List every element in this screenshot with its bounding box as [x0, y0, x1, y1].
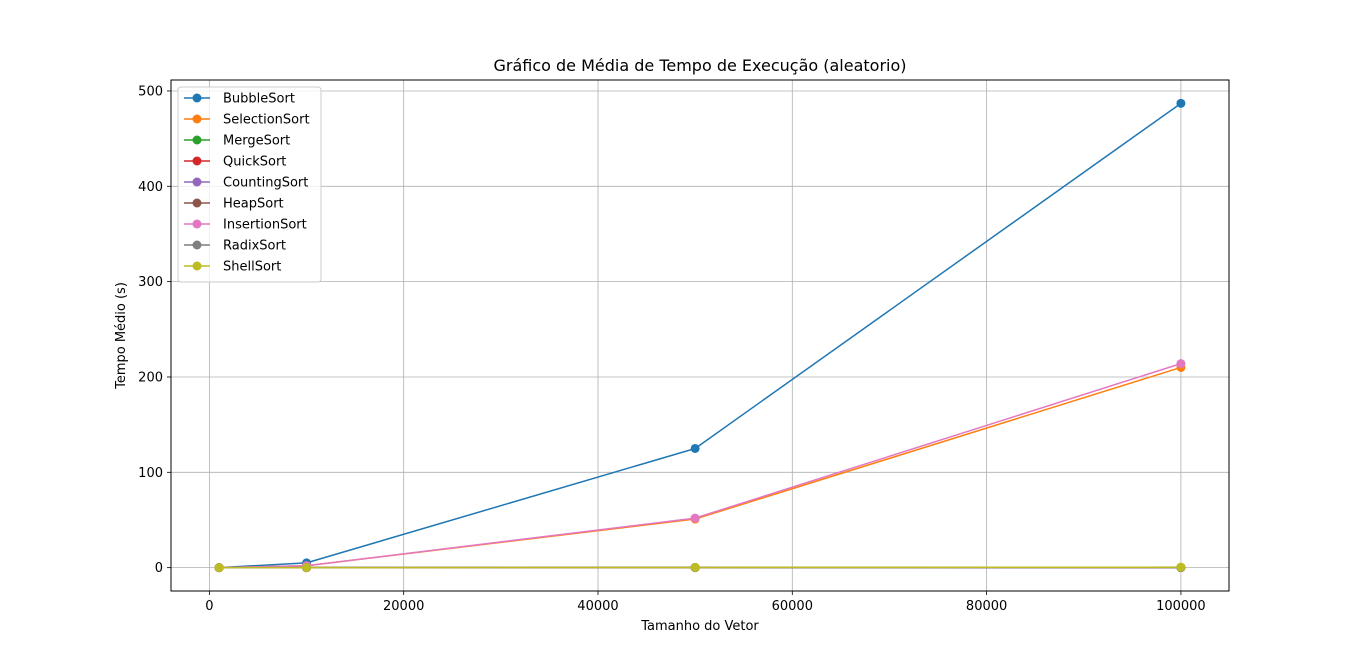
series-lines [214, 98, 1186, 573]
y-tick-label: 200 [138, 370, 163, 385]
legend-label: HeapSort [223, 197, 284, 212]
chart-title: Gráfico de Média de Tempo de Execução (a… [493, 56, 906, 75]
data-point [690, 513, 700, 523]
legend-item: HeapSort [184, 197, 284, 212]
x-tick-label: 20000 [383, 599, 424, 614]
series-line [219, 362, 1182, 569]
legend-marker [192, 156, 202, 166]
legend-item: InsertionSort [184, 218, 307, 233]
data-point [690, 443, 700, 453]
y-tick-label: 100 [138, 466, 163, 481]
legend-label: RadixSort [223, 239, 286, 254]
x-tick-label: 60000 [772, 599, 813, 614]
y-tick-label: 400 [138, 180, 163, 195]
legend-item: ShellSort [184, 260, 281, 275]
legend-marker [192, 198, 202, 208]
data-point [302, 563, 312, 573]
legend-label: QuickSort [223, 155, 286, 170]
x-tick-label: 0 [205, 599, 213, 614]
legend-item: RadixSort [184, 239, 286, 254]
legend-marker [192, 93, 202, 103]
legend-label: CountingSort [223, 176, 308, 191]
series-shellsort [214, 562, 1186, 573]
series-line [219, 102, 1182, 569]
legend-item: BubbleSort [184, 92, 295, 107]
plot-frame [170, 79, 1230, 592]
legend-marker [192, 177, 202, 187]
legend-label: MergeSort [223, 134, 290, 149]
legend-box [177, 86, 322, 283]
legend-label: SelectionSort [223, 113, 310, 128]
legend-item: SelectionSort [184, 113, 310, 128]
axis-ticks: 0 20000 40000 60000 80000 100000 0 100 200 300 400… [138, 84, 1206, 614]
data-point [214, 563, 224, 573]
x-tick-label: 40000 [577, 599, 618, 614]
legend-item: QuickSort [184, 155, 286, 170]
legend-label: BubbleSort [223, 92, 295, 107]
legend-marker [192, 240, 202, 250]
legend-label: ShellSort [223, 260, 281, 275]
y-tick-label: 0 [155, 561, 163, 576]
legend-marker [192, 261, 202, 271]
x-tick-label: 80000 [966, 599, 1007, 614]
x-tick-label: 100000 [1156, 599, 1206, 614]
legend-marker [192, 219, 202, 229]
legend-item: CountingSort [184, 176, 308, 191]
x-axis-label: Tamanho do Vetor [640, 619, 759, 634]
legend: BubbleSort SelectionSort MergeSort QuickSor… [177, 86, 322, 283]
y-axis-label: Tempo Médio (s) [114, 282, 129, 390]
legend-marker [192, 114, 202, 124]
data-point [1176, 562, 1186, 572]
data-point [690, 562, 700, 572]
data-point [1176, 359, 1186, 369]
legend-marker [192, 135, 202, 145]
data-point [1176, 98, 1186, 108]
y-tick-label: 300 [138, 275, 163, 290]
y-tick-label: 500 [138, 84, 163, 99]
legend-label: InsertionSort [223, 218, 307, 233]
legend-item: MergeSort [184, 134, 290, 149]
